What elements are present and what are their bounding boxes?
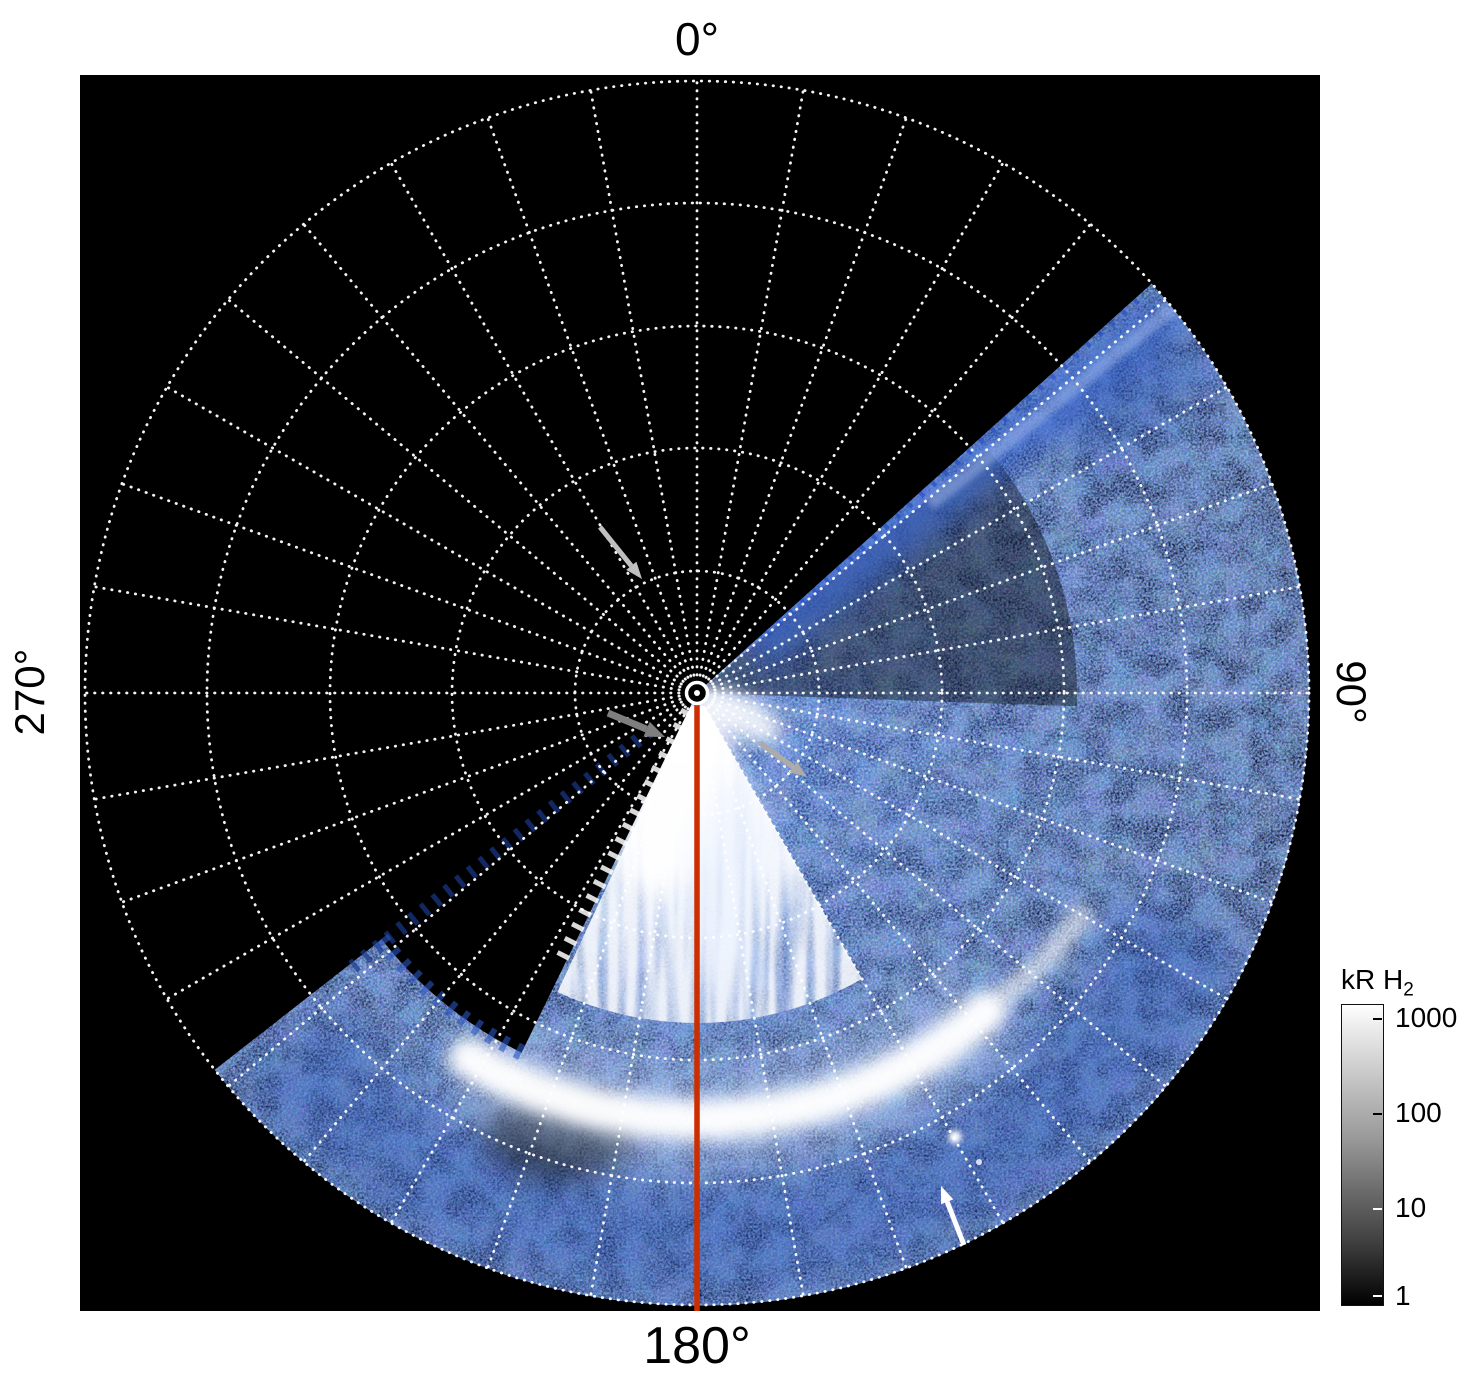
colorbar-tick-label: 1000 — [1395, 1002, 1458, 1033]
grid-radial-line — [389, 707, 690, 1225]
grid-radial-line — [226, 298, 685, 683]
grid-radial-line — [713, 585, 1302, 692]
grid-radial-line — [389, 161, 690, 679]
grid-radial-line — [165, 385, 683, 686]
grid-radial-line — [120, 482, 682, 689]
grid-radial-line — [709, 298, 1168, 683]
arrow-lower-right — [941, 1186, 967, 1246]
grid-radial-line — [711, 700, 1229, 1001]
fan-bright-blob-2 — [685, 775, 765, 995]
colorbar-tick-mark — [1373, 1295, 1382, 1297]
angle-label-90: 90° — [1328, 660, 1375, 724]
south-outer-glow — [229, 895, 1250, 1303]
polar-grid — [83, 79, 1311, 1307]
grid-radial-line — [701, 116, 908, 678]
grid-radial-line — [707, 222, 1092, 681]
grid-radial-line — [226, 703, 685, 1088]
colorbar-title-sub: 2 — [1403, 979, 1414, 1001]
colorbar-tick-label: 1 — [1395, 1280, 1411, 1311]
grid-radial-line — [712, 697, 1274, 904]
polar-plot — [80, 75, 1320, 1311]
grid-radial-line — [713, 694, 1302, 801]
grid-radial-line — [589, 88, 696, 677]
no-data-wedge — [377, 693, 697, 1053]
grid-radial-line — [486, 708, 693, 1270]
angle-label-180: 180° — [643, 1317, 751, 1375]
grid-radial-line — [92, 585, 681, 692]
grid-radial-line — [711, 385, 1229, 686]
arrow-left-of-pole — [606, 709, 665, 737]
grid-radial-line — [92, 694, 681, 801]
colorbar-tick-label: 10 — [1395, 1192, 1427, 1223]
aurora-map — [83, 79, 1311, 1311]
colorbar-tick-mark — [1373, 1208, 1382, 1210]
grid-radial-line — [704, 161, 1005, 679]
arrow-upper-left — [598, 525, 642, 579]
grid-radial-line — [120, 697, 682, 904]
center-east-bright-patch — [697, 688, 783, 742]
grid-radial-line — [712, 482, 1274, 689]
grid-radial-line — [698, 88, 805, 677]
colorbar-gradient — [1341, 1004, 1384, 1306]
center-marker — [684, 680, 710, 706]
ne-band-core — [925, 302, 1178, 510]
grid-radial-line — [707, 705, 1092, 1164]
ne-band-outer — [1050, 321, 1224, 471]
colorbar-title: kR H2 — [1341, 964, 1414, 1002]
grid-radial-line — [704, 707, 1005, 1225]
grid-radial-line — [709, 703, 1168, 1088]
annotation-arrows — [598, 525, 967, 1246]
grid-radial-line — [698, 709, 805, 1298]
bright-spot-small — [976, 1159, 982, 1165]
grid-radial-line — [302, 705, 687, 1164]
arrow-right-of-pole — [758, 740, 807, 777]
wedge-arc-comb — [371, 929, 526, 1060]
grid-radial-line — [302, 222, 687, 681]
colorbar-tick-mark — [1373, 1018, 1382, 1020]
center-marker-dot — [694, 690, 700, 696]
grid-radial-line — [701, 708, 908, 1270]
grid-radial-line — [165, 700, 683, 1001]
wedge-lower-edge-comb — [348, 724, 655, 973]
bright-spot — [948, 1130, 962, 1144]
main-auroral-arc — [449, 992, 1005, 1140]
colorbar-tick-label: 100 — [1395, 1097, 1442, 1128]
angle-label-270: 270° — [6, 648, 53, 736]
main-arc-extension — [975, 905, 1092, 1022]
colorbar-tick-mark — [1373, 1113, 1382, 1115]
grid-radial-line — [589, 709, 696, 1298]
colorbar: kR H2 1000 100 10 1 — [1341, 964, 1481, 1324]
angle-label-0: 0° — [675, 13, 719, 65]
grid-radial-line — [486, 116, 693, 678]
colorbar-title-text: kR H — [1341, 964, 1404, 995]
